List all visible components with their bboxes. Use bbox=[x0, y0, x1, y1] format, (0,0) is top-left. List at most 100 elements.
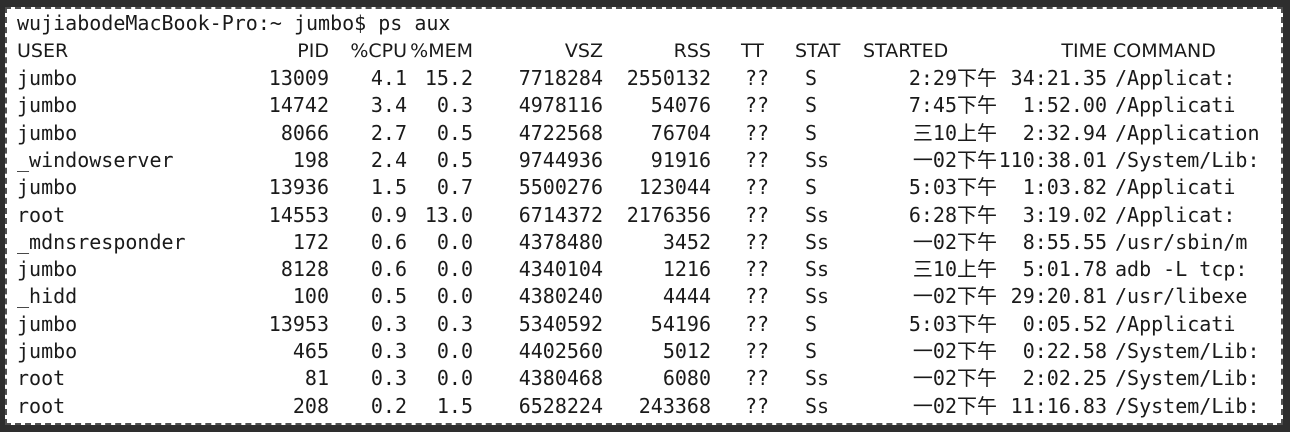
cell-time: 2:32.94 bbox=[1022, 120, 1107, 145]
header-time: TIME bbox=[1061, 40, 1107, 62]
cell-tt: ?? bbox=[745, 147, 770, 172]
cell-cpu: 4.1 bbox=[370, 66, 407, 90]
cell-command: /Applicat: bbox=[1115, 66, 1236, 90]
cell-rss: 4444 bbox=[662, 284, 711, 309]
cell-user: root bbox=[17, 202, 66, 227]
cell-started: 6:28下午 bbox=[908, 202, 997, 227]
cell-mem: 0.0 bbox=[436, 339, 473, 363]
cell-started: 一02下午 bbox=[912, 147, 997, 172]
cell-rss: 76704 bbox=[650, 120, 711, 145]
cell-rss: 123044 bbox=[638, 175, 711, 200]
table-row: jumbo 465 0.3 0.0 4402560 5012?? S 一02下午 0:22.58… bbox=[17, 339, 1277, 363]
cell-stat: S bbox=[805, 66, 818, 90]
cell-user: root bbox=[17, 366, 66, 391]
cell-stat: Ss bbox=[805, 393, 830, 418]
cell-mem: 0.0 bbox=[436, 366, 473, 391]
cell-vsz: 6714372 bbox=[518, 202, 603, 227]
cell-mem: 0.5 bbox=[436, 147, 473, 172]
cell-user: jumbo bbox=[17, 339, 78, 363]
cell-vsz: 6528224 bbox=[518, 393, 603, 418]
cell-mem: 0.0 bbox=[436, 257, 473, 282]
cell-stat: Ss bbox=[805, 366, 830, 391]
cell-pid: 100 bbox=[292, 284, 329, 309]
cell-stat: Ss bbox=[805, 229, 830, 254]
cell-time: 11:16.83 bbox=[1010, 393, 1107, 418]
cell-cpu: 0.3 bbox=[370, 311, 407, 336]
cell-stat: Ss bbox=[805, 202, 830, 227]
cell-pid: 8128 bbox=[280, 257, 329, 282]
cell-pid: 81 bbox=[304, 366, 329, 391]
cell-tt: ?? bbox=[745, 257, 770, 282]
cell-vsz: 4978116 bbox=[518, 93, 603, 118]
cell-tt: ?? bbox=[745, 229, 770, 254]
cell-user: jumbo bbox=[17, 175, 78, 200]
cell-rss: 1216 bbox=[662, 257, 711, 282]
cell-tt: ?? bbox=[745, 366, 770, 391]
cell-tt: ?? bbox=[745, 202, 770, 227]
cell-command: /Applicat: bbox=[1115, 202, 1236, 227]
cell-user: _mdnsresponder bbox=[17, 229, 186, 254]
cell-stat: S bbox=[805, 120, 818, 145]
cell-pid: 465 bbox=[292, 339, 329, 363]
terminal-window[interactable]: wujiabodeMacBook-Pro:~ jumbo$ ps aux USE… bbox=[5, 7, 1283, 425]
cell-vsz: 4380468 bbox=[518, 366, 603, 391]
table-header: USER PID %CPU %MEM VSZ RSS TT STAT START… bbox=[17, 39, 1277, 63]
header-mem: %MEM bbox=[410, 40, 473, 62]
cell-time: 1:03.82 bbox=[1022, 175, 1107, 200]
cell-tt: ?? bbox=[745, 175, 770, 200]
cell-started: 5:03下午 bbox=[908, 175, 997, 200]
table-row: root 208 0.2 1.5 6528224 243368?? Ss 一02下午 11:16… bbox=[17, 394, 1277, 418]
cell-vsz: 4722568 bbox=[518, 120, 603, 145]
cell-pid: 13936 bbox=[268, 175, 329, 200]
table-row: _windowserver 198 2.4 0.5 9744936 91916?? Ss 一0… bbox=[17, 148, 1277, 172]
header-user: USER bbox=[17, 40, 69, 62]
cell-user: root bbox=[17, 393, 66, 418]
cell-rss: 243368 bbox=[638, 393, 711, 418]
cell-rss: 6080 bbox=[662, 366, 711, 391]
header-stat: STAT bbox=[795, 40, 841, 62]
cell-stat: Ss bbox=[805, 147, 830, 172]
cell-vsz: 5340592 bbox=[518, 311, 603, 336]
cell-vsz: 4340104 bbox=[518, 257, 603, 282]
header-cpu: %CPU bbox=[350, 40, 407, 62]
cell-started: 一02下午 bbox=[912, 339, 997, 363]
cell-rss: 91916 bbox=[650, 147, 711, 172]
cell-pid: 13009 bbox=[268, 66, 329, 90]
cell-command: /System/Lib: bbox=[1115, 366, 1260, 391]
header-command: COMMAND bbox=[1113, 40, 1216, 62]
cell-user: jumbo bbox=[17, 311, 78, 336]
cell-stat: S bbox=[805, 175, 818, 200]
cell-cpu: 1.5 bbox=[370, 175, 407, 200]
table-row: _mdnsresponder 172 0.6 0.0 4378480 3452?? Ss 一0… bbox=[17, 230, 1277, 254]
cell-rss: 2550132 bbox=[626, 66, 711, 90]
table-row: _hidd 100 0.5 0.0 4380240 4444?? Ss 一02下午 29:20.… bbox=[17, 284, 1277, 308]
cell-time: 1:52.00 bbox=[1022, 93, 1107, 118]
cell-time: 34:21.35 bbox=[1010, 66, 1107, 90]
cell-command: /System/Lib: bbox=[1115, 393, 1260, 418]
cell-stat: S bbox=[805, 93, 818, 118]
cell-pid: 14553 bbox=[268, 202, 329, 227]
cell-started: 三10上午 bbox=[912, 257, 997, 282]
cell-stat: S bbox=[805, 339, 818, 363]
cell-time: 3:19.02 bbox=[1022, 202, 1107, 227]
cell-mem: 0.3 bbox=[436, 93, 473, 118]
cell-cpu: 3.4 bbox=[370, 93, 407, 118]
cell-vsz: 5500276 bbox=[518, 175, 603, 200]
cell-command: /Applicati bbox=[1115, 93, 1236, 118]
cell-cpu: 0.3 bbox=[370, 366, 407, 391]
cell-cpu: 0.3 bbox=[370, 339, 407, 363]
cell-stat: S bbox=[805, 311, 818, 336]
cell-tt: ?? bbox=[745, 66, 770, 90]
table-row: jumbo 8066 2.7 0.5 4722568 76704?? S 三10上午 2:32.… bbox=[17, 121, 1277, 145]
command-prompt: wujiabodeMacBook-Pro:~ jumbo$ ps aux bbox=[17, 11, 451, 35]
cell-rss: 54196 bbox=[650, 311, 711, 336]
cell-command: /usr/libexe bbox=[1115, 284, 1248, 309]
cell-command: /Applicati bbox=[1115, 175, 1236, 200]
cell-cpu: 0.6 bbox=[370, 257, 407, 282]
table-row: jumbo 8128 0.6 0.0 4340104 1216?? Ss 三10上午 5:01.… bbox=[17, 257, 1277, 281]
table-row: jumbo 13953 0.3 0.3 5340592 54196?? S 5:03下午 0:0… bbox=[17, 312, 1277, 336]
cell-rss: 2176356 bbox=[626, 202, 711, 227]
cell-cpu: 2.4 bbox=[370, 147, 407, 172]
cell-command: /System/Lib: bbox=[1115, 147, 1260, 172]
cell-mem: 0.5 bbox=[436, 120, 473, 145]
